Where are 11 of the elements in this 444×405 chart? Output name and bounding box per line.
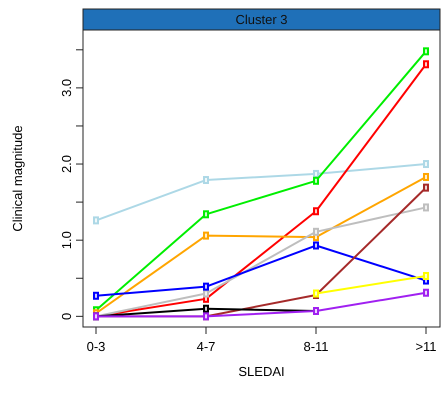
x-axis-title: SLEDAI: [238, 364, 285, 379]
x-tick-label: 4-7: [196, 339, 216, 354]
x-tick-label: 8-11: [303, 339, 329, 354]
y-tick-label: 1.0: [59, 231, 74, 250]
x-tick-label: 0-3: [86, 339, 106, 354]
y-tick-label: 3.0: [59, 78, 74, 97]
y-tick-label: 2.0: [59, 154, 74, 174]
y-tick-label: 0: [59, 312, 74, 320]
x-tick-label: >11: [415, 339, 437, 354]
y-axis-title: Clinical magnitude: [10, 125, 25, 232]
chart-title: Cluster 3: [235, 12, 288, 27]
